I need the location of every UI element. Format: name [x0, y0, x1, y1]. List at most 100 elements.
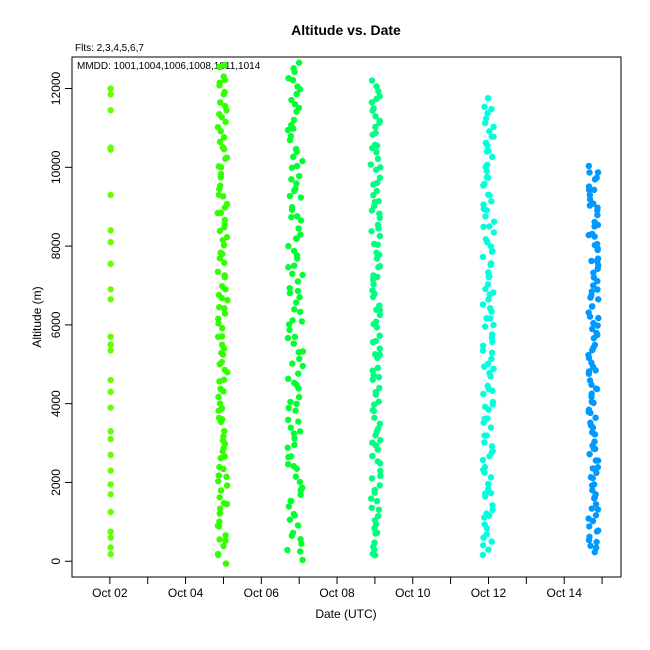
data-point [218, 333, 226, 340]
data-point [374, 155, 382, 163]
data-point [218, 283, 226, 290]
data-point [288, 121, 295, 129]
data-point [375, 198, 382, 205]
data-point [289, 317, 296, 324]
data-point [222, 560, 230, 567]
y-axis: 0 2000 4000 6000 8000 10000 12000 [49, 72, 73, 565]
data-point [375, 373, 383, 381]
data-point [586, 169, 593, 176]
data-point [372, 388, 379, 396]
data-point [286, 192, 294, 200]
data-point [484, 109, 491, 117]
data-point [594, 169, 602, 176]
data-point [216, 79, 223, 86]
data-point [222, 537, 229, 544]
data-point [367, 495, 375, 502]
y-tick-label: 8000 [49, 232, 63, 259]
data-point [373, 497, 381, 505]
data-point [589, 230, 596, 238]
series-5 [479, 94, 498, 559]
series-2 [214, 61, 231, 567]
data-point [479, 347, 487, 354]
data-point [376, 420, 384, 427]
data-point [368, 99, 376, 106]
data-point [480, 390, 487, 398]
data-point [290, 153, 297, 161]
data-point [481, 521, 488, 528]
data-point [368, 77, 376, 84]
data-point [479, 342, 487, 349]
data-point [372, 318, 380, 325]
data-point [371, 141, 379, 148]
data-point [292, 407, 299, 414]
data-point [214, 478, 222, 485]
y-tick-label: 6000 [49, 311, 63, 338]
data-point [296, 478, 304, 486]
data-point [489, 398, 497, 406]
data-point [217, 249, 224, 256]
data-point [218, 341, 226, 349]
data-point [588, 390, 595, 397]
data-point [593, 329, 600, 337]
data-point [107, 388, 114, 396]
data-point [295, 393, 303, 401]
data-point [214, 315, 222, 322]
data-point [107, 91, 114, 98]
x-axis-label: Date (UTC) [315, 607, 376, 621]
data-point [592, 385, 600, 392]
data-point [594, 211, 601, 219]
data-point [221, 102, 229, 110]
y-tick-label: 12000 [49, 72, 63, 106]
data-point [374, 425, 382, 432]
data-point [284, 444, 291, 451]
data-point [488, 349, 496, 356]
data-point [215, 163, 222, 170]
data-point [373, 187, 381, 195]
data-point [590, 320, 597, 327]
data-point [297, 217, 305, 224]
data-point [487, 260, 495, 267]
data-point [107, 286, 114, 293]
data-point [107, 341, 114, 348]
data-point [293, 90, 300, 98]
data-point [290, 463, 297, 470]
data-point [370, 280, 377, 288]
data-point [592, 457, 600, 464]
data-point [591, 341, 599, 349]
data-point [374, 221, 382, 229]
data-point [284, 416, 292, 424]
data-point [216, 138, 224, 146]
data-point [221, 61, 228, 69]
data-point [588, 429, 596, 436]
series-3 [284, 59, 307, 564]
data-point [288, 96, 295, 104]
data-point [288, 213, 295, 221]
x-tick-label: Oct 10 [395, 586, 431, 600]
data-point [288, 497, 295, 505]
data-point [488, 105, 495, 113]
series-1 [107, 85, 114, 558]
data-point [489, 447, 496, 455]
data-point [291, 306, 298, 313]
data-point [587, 419, 594, 426]
data-point [489, 502, 496, 509]
data-point [217, 487, 225, 494]
data-point [371, 350, 379, 358]
data-point [217, 385, 224, 393]
data-point [370, 191, 377, 199]
data-point [377, 472, 384, 480]
data-point [585, 309, 592, 316]
data-point [585, 515, 592, 522]
data-point [299, 271, 306, 279]
data-point [369, 287, 376, 294]
data-point [290, 379, 298, 387]
data-point [594, 527, 602, 534]
data-point [294, 278, 302, 285]
data-point [487, 474, 495, 481]
data-point [290, 510, 298, 518]
data-point [107, 491, 114, 498]
data-point [107, 451, 114, 459]
data-point [221, 305, 228, 312]
data-point [376, 311, 384, 319]
